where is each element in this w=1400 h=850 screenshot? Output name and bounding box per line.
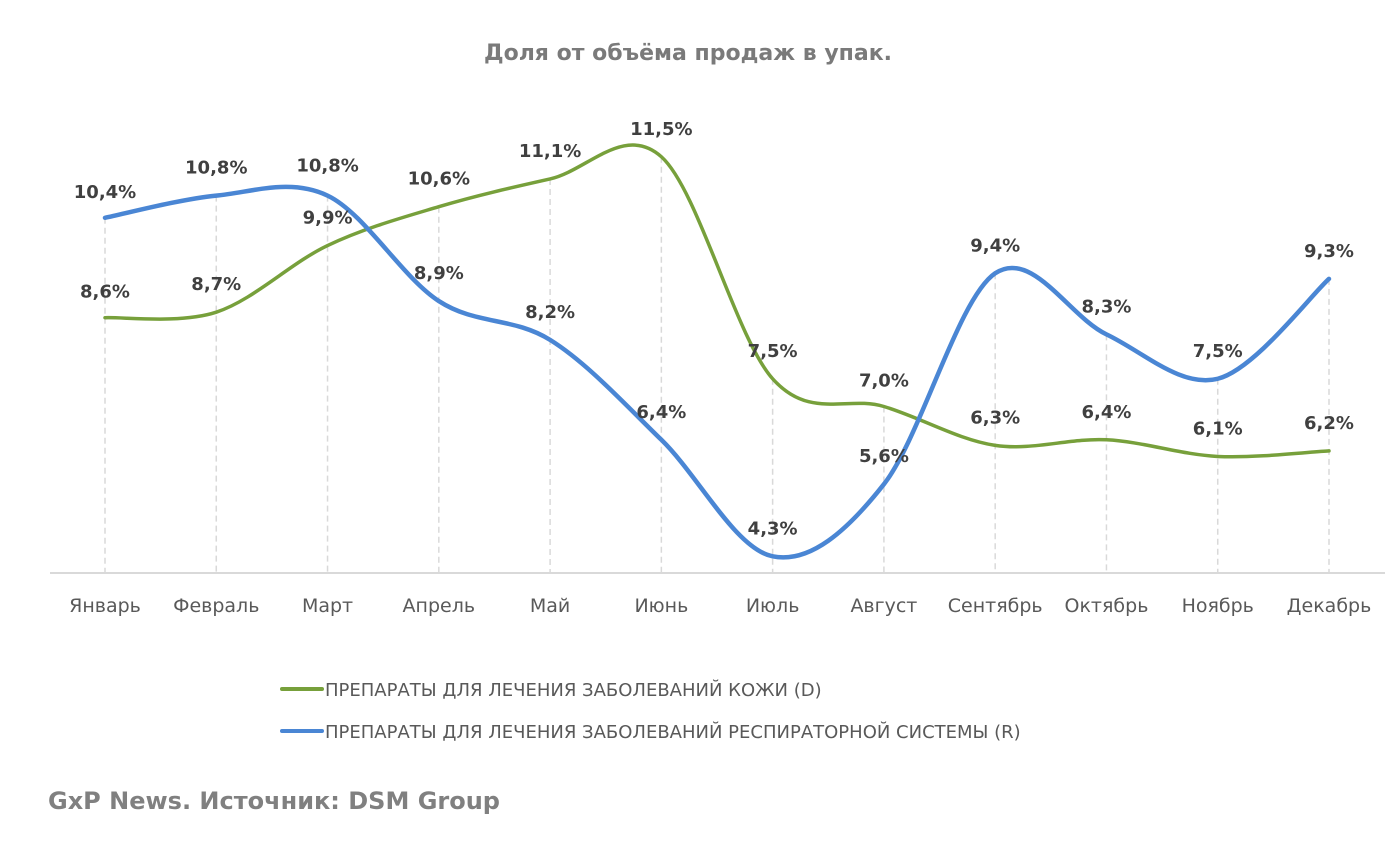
series-line-respiratory <box>102 184 1332 560</box>
x-tick-label: Март <box>302 595 353 617</box>
data-label-skin: 6,2% <box>1304 413 1354 434</box>
series-lines <box>102 143 1332 560</box>
data-label-respiratory: 8,3% <box>1081 296 1131 317</box>
data-label-respiratory: 10,4% <box>74 182 136 203</box>
data-label-respiratory: 5,6% <box>859 446 909 467</box>
x-tick-label: Август <box>850 595 917 617</box>
data-label-skin: 9,9% <box>303 208 353 229</box>
x-tick-label: Февраль <box>173 595 259 617</box>
x-axis-tick-labels: Январь Февраль Март Апрель Май Июнь Июль Август… <box>69 595 1371 617</box>
legend-label-skin: ПРЕПАРАТЫ ДЛЯ ЛЕЧЕНИЯ ЗАБОЛЕВАНИЙ КОЖИ (… <box>325 679 822 701</box>
data-label-respiratory: 9,3% <box>1304 241 1354 262</box>
data-label-respiratory: 4,3% <box>748 518 798 539</box>
data-label-skin: 11,1% <box>519 141 581 162</box>
data-label-respiratory: 7,5% <box>1193 341 1243 362</box>
data-label-skin: 11,5% <box>630 119 692 140</box>
data-label-skin: 7,0% <box>859 371 909 392</box>
x-tick-label: Декабрь <box>1287 595 1372 617</box>
legend-item-skin[interactable]: ПРЕПАРАТЫ ДЛЯ ЛЕЧЕНИЯ ЗАБОЛЕВАНИЙ КОЖИ (… <box>280 679 822 701</box>
drop-lines <box>104 156 1330 573</box>
source-caption: GxP News. Источник: DSM Group <box>48 787 500 815</box>
legend-item-respiratory[interactable]: ПРЕПАРАТЫ ДЛЯ ЛЕЧЕНИЯ ЗАБОЛЕВАНИЙ РЕСПИР… <box>280 721 1021 743</box>
legend: ПРЕПАРАТЫ ДЛЯ ЛЕЧЕНИЯ ЗАБОЛЕВАНИЙ КОЖИ (… <box>280 679 1021 743</box>
data-label-skin: 8,6% <box>80 282 130 303</box>
data-label-skin: 6,3% <box>970 407 1020 428</box>
x-tick-label: Сентябрь <box>948 595 1043 617</box>
x-tick-label: Ноябрь <box>1182 595 1254 617</box>
x-tick-label: Апрель <box>403 595 476 617</box>
data-label-respiratory: 8,9% <box>414 263 464 284</box>
x-tick-label: Январь <box>69 595 141 617</box>
data-labels: 8,6% 8,7% 9,9% 10,6% 11,1% 11,5% 7,5% 7,0% 6,3% 6… <box>74 119 1354 540</box>
data-label-skin: 6,4% <box>1081 402 1131 423</box>
data-label-respiratory: 9,4% <box>970 235 1020 256</box>
data-label-skin: 8,7% <box>191 274 241 295</box>
chart-title: Доля от объёма продаж в упак. <box>484 41 892 66</box>
data-label-respiratory: 8,2% <box>525 302 575 323</box>
data-label-skin: 7,5% <box>748 341 798 362</box>
x-tick-label: Октябрь <box>1065 595 1149 617</box>
x-tick-label: Июнь <box>634 595 688 617</box>
series-line-skin <box>103 143 1331 459</box>
data-label-skin: 6,1% <box>1193 418 1243 439</box>
data-label-respiratory: 10,8% <box>185 158 247 179</box>
data-label-respiratory: 10,8% <box>296 156 358 177</box>
x-tick-label: Июль <box>746 595 800 617</box>
data-label-respiratory: 6,4% <box>636 402 686 423</box>
x-tick-label: Май <box>530 595 570 617</box>
legend-label-respiratory: ПРЕПАРАТЫ ДЛЯ ЛЕЧЕНИЯ ЗАБОЛЕВАНИЙ РЕСПИР… <box>325 721 1021 743</box>
data-label-skin: 10,6% <box>408 169 470 190</box>
